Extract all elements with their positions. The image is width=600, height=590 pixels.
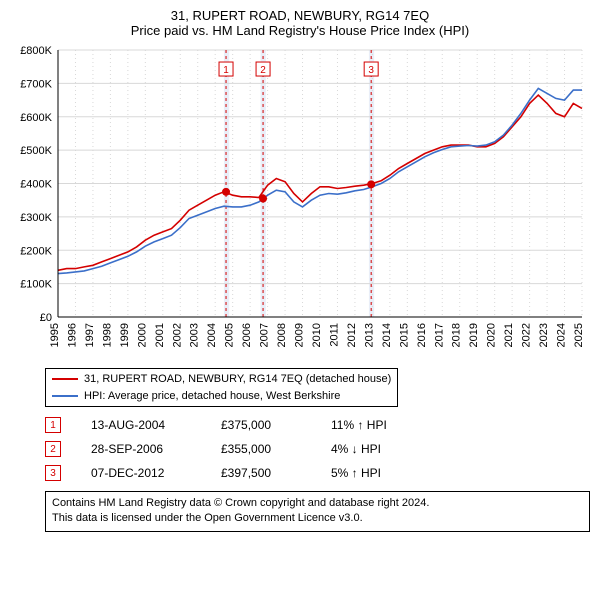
svg-text:2001: 2001: [154, 323, 166, 347]
svg-text:£400K: £400K: [20, 179, 52, 191]
svg-text:2002: 2002: [171, 323, 183, 347]
svg-text:2009: 2009: [294, 323, 306, 347]
svg-text:2020: 2020: [486, 323, 498, 347]
attribution-footer: Contains HM Land Registry data © Crown c…: [45, 491, 590, 532]
legend-swatch: [52, 395, 78, 397]
svg-text:2015: 2015: [398, 323, 410, 347]
svg-text:1999: 1999: [119, 323, 131, 347]
svg-text:2019: 2019: [468, 323, 480, 347]
svg-text:1996: 1996: [66, 323, 78, 347]
legend-label: HPI: Average price, detached house, West…: [84, 388, 340, 405]
transaction-date: 13-AUG-2004: [91, 418, 191, 432]
transaction-row: 1 13-AUG-2004 £375,000 11% ↑ HPI: [45, 413, 590, 437]
legend-item: 31, RUPERT ROAD, NEWBURY, RG14 7EQ (deta…: [52, 371, 391, 388]
svg-text:2004: 2004: [206, 323, 218, 347]
transaction-delta: 11% ↑ HPI: [331, 418, 411, 432]
svg-text:2010: 2010: [311, 323, 323, 347]
transaction-date: 28-SEP-2006: [91, 442, 191, 456]
legend-swatch: [52, 378, 78, 380]
svg-text:2000: 2000: [136, 323, 148, 347]
svg-text:£200K: £200K: [20, 245, 52, 257]
svg-text:2: 2: [260, 65, 266, 76]
legend: 31, RUPERT ROAD, NEWBURY, RG14 7EQ (deta…: [45, 368, 398, 407]
transactions-table: 1 13-AUG-2004 £375,000 11% ↑ HPI 2 28-SEP-200…: [45, 413, 590, 485]
svg-text:£300K: £300K: [20, 212, 52, 224]
svg-text:2021: 2021: [503, 323, 515, 347]
svg-text:1995: 1995: [49, 323, 61, 347]
svg-text:3: 3: [368, 65, 374, 76]
svg-text:2006: 2006: [241, 323, 253, 347]
svg-text:2005: 2005: [224, 323, 236, 347]
transaction-price: £375,000: [221, 418, 301, 432]
transaction-row: 3 07-DEC-2012 £397,500 5% ↑ HPI: [45, 461, 590, 485]
svg-text:2013: 2013: [363, 323, 375, 347]
footer-line-2: This data is licensed under the Open Gov…: [52, 511, 583, 526]
page-subtitle: Price paid vs. HM Land Registry's House …: [10, 23, 590, 38]
transaction-delta: 4% ↓ HPI: [331, 442, 411, 456]
svg-text:1: 1: [223, 65, 229, 76]
svg-text:1998: 1998: [101, 323, 113, 347]
transaction-badge: 1: [45, 417, 61, 433]
svg-text:£600K: £600K: [20, 112, 52, 124]
svg-text:2011: 2011: [328, 323, 340, 347]
svg-text:2014: 2014: [381, 323, 393, 347]
svg-text:2008: 2008: [276, 323, 288, 347]
svg-text:2024: 2024: [556, 323, 568, 347]
svg-text:2025: 2025: [573, 323, 585, 347]
svg-text:2007: 2007: [259, 323, 271, 347]
svg-text:£800K: £800K: [20, 45, 52, 57]
svg-text:2003: 2003: [189, 323, 201, 347]
page-title: 31, RUPERT ROAD, NEWBURY, RG14 7EQ: [10, 8, 590, 23]
legend-item: HPI: Average price, detached house, West…: [52, 388, 391, 405]
svg-text:2016: 2016: [416, 323, 428, 347]
svg-text:£700K: £700K: [20, 78, 52, 90]
svg-text:2023: 2023: [538, 323, 550, 347]
svg-text:2017: 2017: [433, 323, 445, 347]
svg-text:2018: 2018: [451, 323, 463, 347]
svg-text:£100K: £100K: [20, 279, 52, 291]
price-chart: £0 £100K £200K £300K £400K £500K £600K £700K £80…: [10, 44, 590, 362]
footer-line-1: Contains HM Land Registry data © Crown c…: [52, 496, 583, 511]
transaction-row: 2 28-SEP-2006 £355,000 4% ↓ HPI: [45, 437, 590, 461]
chart-svg: £0 £100K £200K £300K £400K £500K £600K £700K £80…: [10, 44, 590, 359]
transaction-price: £397,500: [221, 466, 301, 480]
svg-text:2012: 2012: [346, 323, 358, 347]
transaction-badge: 3: [45, 465, 61, 481]
transaction-date: 07-DEC-2012: [91, 466, 191, 480]
svg-text:1997: 1997: [84, 323, 96, 347]
svg-text:£0: £0: [40, 312, 52, 324]
transaction-badge: 2: [45, 441, 61, 457]
svg-text:£500K: £500K: [20, 145, 52, 157]
transaction-price: £355,000: [221, 442, 301, 456]
transaction-delta: 5% ↑ HPI: [331, 466, 411, 480]
svg-text:2022: 2022: [521, 323, 533, 347]
legend-label: 31, RUPERT ROAD, NEWBURY, RG14 7EQ (deta…: [84, 371, 391, 388]
